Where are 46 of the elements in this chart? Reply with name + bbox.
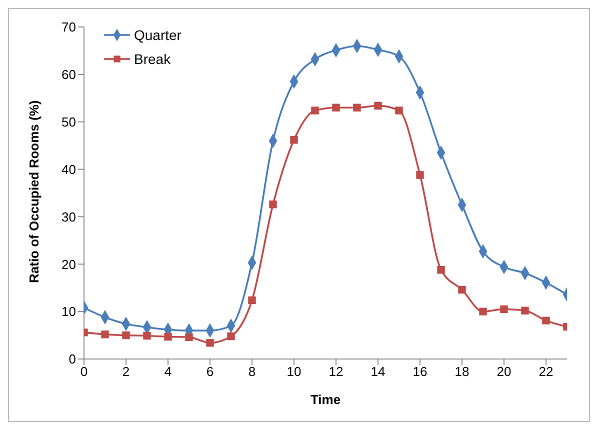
y-tick-label: 0 bbox=[68, 352, 76, 367]
x-tick-label: 8 bbox=[248, 364, 256, 380]
x-axis-title: Time bbox=[310, 392, 341, 407]
y-axis-title: Ratio of Occupied Rooms (%) bbox=[26, 100, 42, 283]
y-tick-label: 20 bbox=[62, 256, 76, 272]
y-tick-label: 70 bbox=[62, 20, 76, 35]
x-tick-label: 10 bbox=[286, 364, 302, 380]
x-tick-label: 14 bbox=[370, 364, 386, 380]
point bbox=[122, 331, 130, 340]
point bbox=[353, 104, 361, 112]
point bbox=[332, 104, 340, 112]
x-tick-label: 6 bbox=[206, 364, 214, 380]
point bbox=[185, 333, 193, 342]
x-tick-label: 22 bbox=[538, 364, 554, 380]
point bbox=[269, 200, 277, 208]
y-tick-label: 50 bbox=[62, 114, 76, 130]
x-tick-label: 0 bbox=[80, 364, 88, 380]
point bbox=[290, 136, 298, 144]
point bbox=[164, 332, 172, 341]
x-tick-label: 2 bbox=[122, 364, 130, 380]
point bbox=[479, 308, 487, 316]
y-tick-label: 10 bbox=[62, 304, 76, 320]
point bbox=[437, 266, 445, 274]
y-tick-label: 30 bbox=[62, 209, 76, 224]
legend-label: Break bbox=[134, 51, 171, 67]
x-tick-label: 18 bbox=[454, 364, 470, 380]
point bbox=[521, 306, 529, 314]
x-tick-label: 20 bbox=[496, 364, 512, 380]
y-tick-label: 60 bbox=[62, 67, 76, 82]
point bbox=[395, 106, 403, 114]
x-tick-label: 12 bbox=[328, 364, 344, 380]
point bbox=[374, 102, 382, 110]
point bbox=[248, 296, 256, 304]
point bbox=[206, 339, 214, 347]
point bbox=[311, 106, 319, 114]
point bbox=[458, 286, 466, 294]
x-tick-label: 16 bbox=[412, 364, 428, 380]
x-tick-label: 4 bbox=[164, 364, 172, 380]
point bbox=[143, 332, 151, 340]
legend-label: Quarter bbox=[134, 27, 182, 43]
point bbox=[101, 330, 109, 338]
point bbox=[416, 171, 424, 179]
y-tick-label: 40 bbox=[62, 162, 76, 177]
point bbox=[542, 316, 550, 324]
point bbox=[227, 332, 235, 340]
point bbox=[500, 305, 508, 314]
